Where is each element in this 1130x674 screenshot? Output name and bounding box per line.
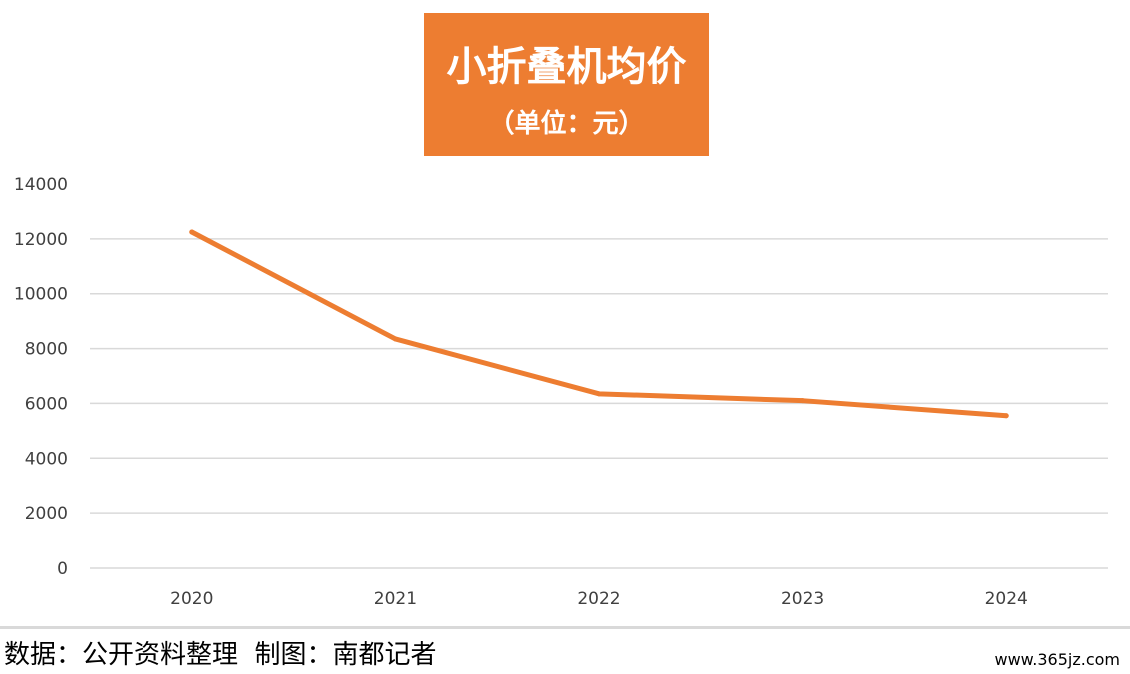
data-point-2024 bbox=[1003, 413, 1009, 419]
source-credit: 数据：公开资料整理 制图：南都记者 bbox=[4, 640, 437, 670]
data-point-2023 bbox=[800, 398, 806, 404]
y-tick-label: 2000 bbox=[25, 504, 68, 524]
y-tick-label: 12000 bbox=[14, 230, 68, 250]
x-tick-label: 2023 bbox=[781, 589, 824, 609]
chart-title-box: 小折叠机均价 （单位：元） bbox=[424, 13, 709, 156]
x-axis-ticks: 2020 2021 2022 2023 2024 bbox=[170, 589, 1028, 609]
data-point-2022 bbox=[596, 391, 602, 397]
x-tick-label: 2022 bbox=[577, 589, 620, 609]
watermark: www.365jz.com bbox=[994, 650, 1120, 669]
x-tick-label: 2024 bbox=[985, 589, 1028, 609]
series-line bbox=[189, 229, 1009, 419]
y-tick-label: 4000 bbox=[25, 449, 68, 469]
data-point-2021 bbox=[392, 336, 398, 342]
chart-title: 小折叠机均价 bbox=[446, 44, 687, 90]
y-tick-label: 0 bbox=[57, 559, 68, 579]
x-tick-label: 2021 bbox=[374, 589, 417, 609]
y-tick-label: 14000 bbox=[14, 175, 68, 195]
chart-subtitle: （单位：元） bbox=[488, 109, 645, 139]
series-layer bbox=[189, 229, 1009, 419]
footer-divider bbox=[0, 626, 1130, 629]
x-tick-label: 2020 bbox=[170, 589, 213, 609]
data-point-2020 bbox=[189, 229, 195, 235]
y-tick-label: 10000 bbox=[14, 285, 68, 305]
y-tick-label: 6000 bbox=[25, 394, 68, 414]
y-tick-label: 8000 bbox=[25, 340, 68, 360]
grid-lines bbox=[90, 238, 1108, 569]
y-axis-ticks: 0 2000 4000 6000 8000 10000 12000 14000 bbox=[14, 175, 68, 579]
